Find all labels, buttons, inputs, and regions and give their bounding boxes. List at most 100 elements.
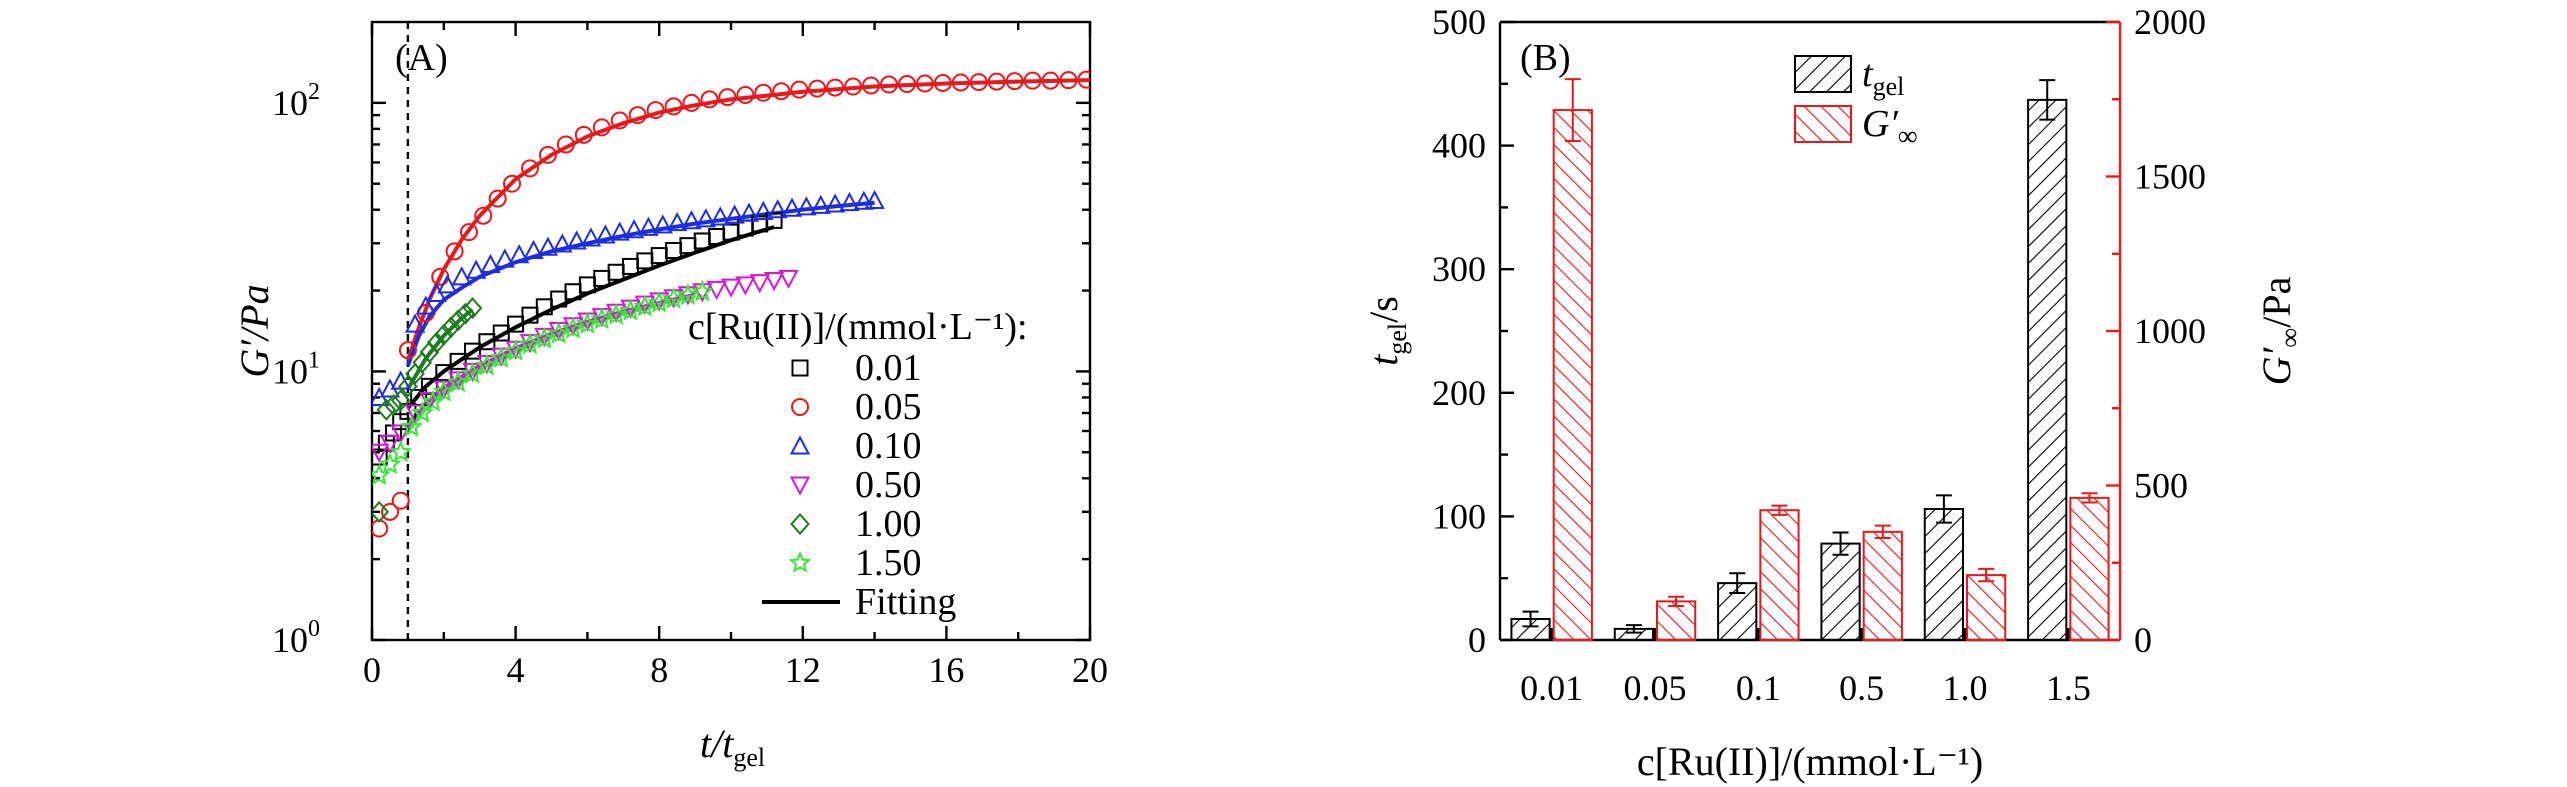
data-point-1.50 (604, 303, 628, 325)
data-point-0.50 (379, 434, 401, 454)
data-point-0.10 (480, 253, 501, 274)
panel-b-xtick-label: 0.01 (1520, 668, 1583, 708)
data-point-0.10 (523, 239, 544, 259)
panel-a-xtick-label: 4 (507, 650, 525, 690)
panel-a-ytick-label: 100 (272, 616, 320, 660)
data-point-0.05 (459, 223, 478, 242)
data-point-0.05 (790, 80, 809, 99)
panel-b-ytick-left-label: 200 (1432, 373, 1486, 413)
panel-a-fit-curves (406, 78, 1090, 433)
panel-a-xtick-label: 16 (928, 650, 964, 690)
data-point-0.10 (666, 212, 688, 232)
data-point-0.10 (437, 274, 458, 294)
data-point-0.10 (681, 210, 702, 230)
data-point-0.05 (969, 73, 988, 92)
data-point-1.50 (633, 294, 657, 317)
data-point-0.50 (749, 274, 770, 294)
data-point-0.10 (609, 221, 630, 241)
data-point-0.05 (488, 189, 507, 208)
data-point-0.01 (507, 315, 525, 333)
data-point-1.00 (426, 331, 447, 354)
data-point-0.05 (736, 85, 755, 104)
data-point-1.50 (410, 400, 434, 423)
panel-a-xtick-label: 20 (1072, 650, 1108, 690)
data-point-0.01 (607, 263, 625, 281)
data-point-0.05 (503, 174, 522, 193)
bar-tgel-1.5 (2027, 98, 2068, 642)
data-point-0.10 (753, 200, 774, 220)
data-point-0.10 (623, 219, 645, 239)
panel-b-ylabel-right-main: G′ (2254, 346, 2299, 385)
bar-ginf-0.5 (1862, 530, 1903, 641)
data-point-1.50 (561, 316, 585, 339)
data-point-0.10 (566, 230, 587, 250)
legend-label-tgel-main: t (1862, 53, 1874, 95)
panel-b-ylabel-left-unit: /s (1361, 296, 1406, 323)
data-point-0.05 (682, 93, 701, 112)
bar-ginf-0.1 (1759, 509, 1800, 641)
data-point-0.05 (933, 74, 952, 93)
legend-marker-0.05 (791, 398, 809, 416)
data-point-0.10 (580, 227, 602, 247)
data-point-0.10 (781, 197, 803, 217)
data-point-0.10 (810, 194, 831, 214)
data-point-0.05 (574, 125, 593, 144)
panel-a-xlabel-sub: gel (733, 743, 765, 772)
data-point-0.01 (593, 269, 611, 287)
data-point-1.50 (389, 440, 413, 463)
data-point-0.05 (879, 75, 898, 94)
legend-swatch-tgel (1794, 55, 1852, 93)
data-point-0.10 (465, 259, 487, 279)
data-point-1.50 (400, 415, 423, 437)
data-point-0.05 (1059, 71, 1078, 90)
data-point-0.01 (478, 333, 496, 351)
legend-label-ginf: G′∞ (1862, 103, 1918, 152)
data-point-0.05 (380, 502, 399, 521)
data-point-0.05 (987, 72, 1006, 91)
data-point-1.50 (461, 361, 485, 384)
data-point-0.01 (621, 257, 639, 275)
bar-tgel-1.0 (1923, 507, 1965, 642)
data-point-0.05 (610, 111, 629, 130)
data-point-0.05 (592, 118, 611, 137)
data-point-0.50 (404, 404, 426, 424)
data-point-0.50 (720, 278, 742, 298)
legend-label-tgel: tgel (1862, 53, 1904, 101)
panel-a-ytick-label: 101 (272, 347, 320, 391)
data-point-1.50 (432, 379, 456, 402)
data-point-0.50 (763, 272, 785, 292)
data-point-0.10 (767, 199, 788, 219)
data-point-0.50 (372, 443, 390, 463)
panel-a-data-points (372, 70, 1090, 538)
data-point-1.00 (383, 393, 404, 416)
legend-marker-1.00 (790, 513, 810, 535)
fit-curve-0.05 (406, 78, 1090, 361)
legend-label-0.50: 0.50 (855, 464, 922, 506)
legend-label-ginf-main: G′ (1862, 103, 1898, 145)
data-point-0.10 (738, 202, 760, 222)
data-point-1.50 (378, 452, 402, 475)
data-point-1.50 (475, 353, 499, 376)
panel-a-xlabel-main: t/t (700, 721, 734, 766)
data-point-1.50 (676, 283, 700, 306)
data-point-0.05 (862, 76, 881, 95)
panel-b-xtick-label: 0.1 (1736, 668, 1781, 708)
panel-b-ticks: 0 100 200 300 400 500 0 500 1000 1500 2000 0.01 0.05… (1432, 2, 2206, 708)
data-point-1.50 (446, 370, 470, 393)
data-point-0.10 (537, 236, 559, 256)
data-point-0.01 (449, 352, 467, 370)
data-point-0.01 (765, 211, 783, 229)
panel-a-legend: c[Ru(II)]/(mmol·L⁻¹): 0.010.050.100.501.… (688, 306, 1028, 623)
legend-label-0.01: 0.01 (855, 347, 922, 389)
data-point-1.50 (575, 311, 599, 334)
legend-label-ginf-sub: ∞ (1898, 121, 1918, 152)
panel-a-ytick-label: 102 (272, 79, 320, 123)
fit-curve-0.01 (406, 225, 775, 410)
data-point-1.00 (441, 316, 461, 339)
data-point-0.05 (1041, 71, 1060, 90)
data-point-0.05 (1005, 72, 1024, 91)
data-point-1.00 (398, 375, 418, 398)
panel-b-ytick-left-label: 400 (1432, 126, 1486, 166)
data-point-0.05 (664, 97, 683, 116)
